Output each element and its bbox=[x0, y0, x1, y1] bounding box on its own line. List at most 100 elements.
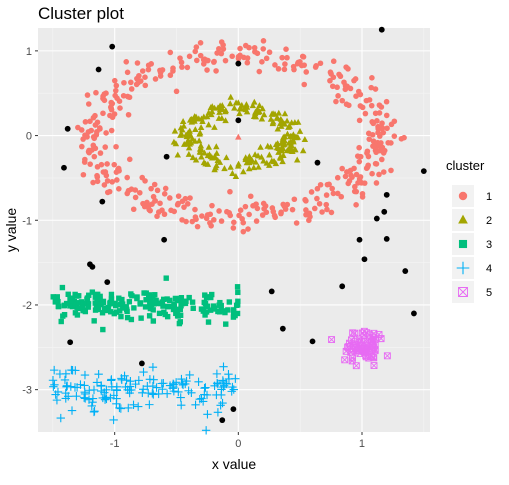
point-cluster-3 bbox=[95, 301, 101, 308]
point-cluster-4 bbox=[177, 374, 186, 384]
point-cluster-1 bbox=[269, 205, 276, 211]
point-cluster-1 bbox=[186, 53, 193, 60]
series-4 bbox=[48, 362, 240, 435]
point-cluster-1 bbox=[245, 226, 251, 232]
point-noise bbox=[339, 283, 346, 290]
point-cluster-2 bbox=[301, 136, 309, 143]
point-cluster-1 bbox=[366, 136, 373, 142]
point-cluster-3 bbox=[203, 309, 210, 315]
point-cluster-2 bbox=[197, 148, 204, 155]
point-cluster-1 bbox=[365, 162, 372, 169]
point-cluster-2 bbox=[270, 158, 278, 165]
point-cluster-2 bbox=[275, 145, 282, 151]
point-noise bbox=[163, 153, 170, 160]
point-cluster-3 bbox=[117, 308, 123, 314]
point-cluster-1 bbox=[398, 136, 405, 142]
point-cluster-2 bbox=[205, 121, 212, 128]
point-cluster-1 bbox=[178, 59, 185, 66]
point-cluster-1 bbox=[256, 68, 263, 75]
point-cluster-2 bbox=[277, 153, 284, 160]
point-cluster-4 bbox=[89, 407, 99, 417]
point-cluster-3 bbox=[202, 312, 208, 318]
point-cluster-4 bbox=[201, 383, 210, 392]
point-cluster-1 bbox=[381, 147, 388, 154]
point-cluster-2 bbox=[281, 110, 289, 117]
point-cluster-3 bbox=[145, 293, 152, 299]
point-cluster-1 bbox=[231, 219, 237, 226]
point-cluster-2 bbox=[252, 158, 259, 165]
point-cluster-2 bbox=[245, 165, 253, 172]
point-cluster-3 bbox=[124, 308, 130, 315]
point-cluster-1 bbox=[284, 201, 291, 208]
point-cluster-1 bbox=[351, 77, 357, 84]
point-noise bbox=[383, 191, 390, 198]
point-cluster-1 bbox=[106, 188, 113, 195]
point-cluster-2 bbox=[192, 156, 200, 163]
point-cluster-2 bbox=[258, 115, 266, 122]
point-cluster-1 bbox=[342, 86, 349, 93]
point-cluster-3 bbox=[137, 300, 144, 306]
point-cluster-2 bbox=[269, 118, 277, 125]
point-cluster-1 bbox=[121, 79, 127, 86]
point-cluster-3 bbox=[234, 302, 241, 308]
point-noise bbox=[161, 236, 168, 243]
point-cluster-1 bbox=[113, 143, 119, 150]
point-cluster-4 bbox=[149, 390, 158, 399]
point-cluster-1 bbox=[312, 64, 319, 70]
point-cluster-1 bbox=[356, 158, 363, 165]
point-cluster-1 bbox=[317, 181, 324, 188]
point-cluster-3 bbox=[230, 307, 237, 313]
point-cluster-3 bbox=[92, 294, 99, 300]
point-cluster-1 bbox=[345, 180, 352, 187]
point-cluster-4 bbox=[178, 380, 188, 390]
point-cluster-4 bbox=[49, 365, 59, 375]
point-cluster-3 bbox=[94, 298, 100, 304]
point-cluster-1 bbox=[370, 143, 376, 149]
point-cluster-2 bbox=[200, 113, 208, 120]
point-cluster-3 bbox=[230, 314, 237, 320]
point-cluster-4 bbox=[72, 391, 81, 401]
point-cluster-2 bbox=[266, 151, 273, 158]
point-cluster-2 bbox=[177, 124, 185, 131]
point-cluster-2 bbox=[179, 118, 187, 124]
point-cluster-3 bbox=[235, 289, 241, 296]
point-cluster-3 bbox=[202, 300, 209, 307]
legend-label: 3 bbox=[486, 239, 492, 251]
point-cluster-3 bbox=[71, 298, 78, 305]
point-cluster-1 bbox=[152, 198, 158, 204]
point-cluster-1 bbox=[192, 48, 199, 55]
point-noise bbox=[309, 338, 316, 345]
point-cluster-3 bbox=[119, 296, 125, 303]
point-cluster-1 bbox=[357, 91, 364, 98]
point-cluster-1 bbox=[82, 156, 88, 163]
point-cluster-3 bbox=[207, 307, 214, 313]
point-cluster-2 bbox=[185, 150, 193, 157]
point-cluster-1 bbox=[259, 59, 265, 65]
point-noise bbox=[314, 159, 321, 166]
point-cluster-1 bbox=[247, 193, 254, 200]
point-cluster-2 bbox=[240, 168, 247, 175]
point-cluster-4 bbox=[145, 400, 154, 409]
point-cluster-1 bbox=[272, 62, 278, 68]
point-cluster-3 bbox=[178, 303, 184, 309]
point-cluster-1 bbox=[128, 79, 134, 86]
point-cluster-1 bbox=[379, 156, 385, 163]
point-cluster-2 bbox=[290, 138, 297, 145]
point-cluster-4 bbox=[112, 382, 122, 391]
point-cluster-4 bbox=[126, 376, 135, 386]
point-cluster-2 bbox=[227, 163, 234, 170]
point-cluster-1 bbox=[166, 195, 173, 201]
point-cluster-3 bbox=[82, 308, 89, 315]
point-cluster-3 bbox=[123, 304, 129, 310]
point-cluster-2 bbox=[275, 148, 282, 155]
point-cluster-1 bbox=[104, 161, 110, 167]
point-cluster-4 bbox=[181, 379, 190, 389]
point-cluster-4 bbox=[139, 367, 148, 377]
point-cluster-1 bbox=[254, 205, 261, 212]
point-cluster-1 bbox=[300, 54, 307, 60]
point-cluster-1 bbox=[210, 59, 217, 65]
y-tick-label: -3 bbox=[22, 385, 32, 397]
point-cluster-4 bbox=[102, 394, 111, 404]
point-cluster-1 bbox=[167, 72, 174, 79]
point-cluster-3 bbox=[116, 295, 122, 301]
